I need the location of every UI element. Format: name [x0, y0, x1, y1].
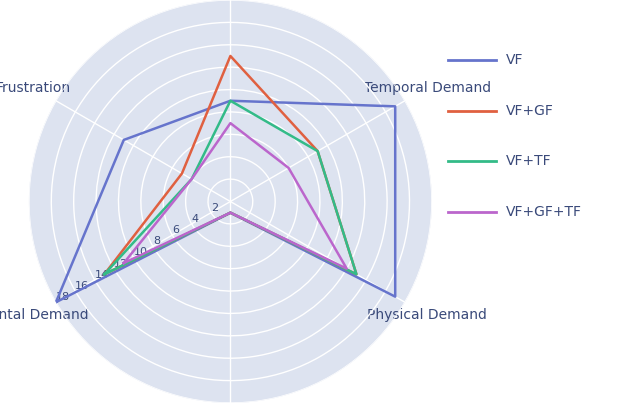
Text: VF+GF: VF+GF — [506, 104, 554, 118]
Text: VF+TF: VF+TF — [506, 154, 551, 168]
Text: VF: VF — [506, 54, 523, 67]
Text: VF+GF+TF: VF+GF+TF — [506, 205, 582, 218]
